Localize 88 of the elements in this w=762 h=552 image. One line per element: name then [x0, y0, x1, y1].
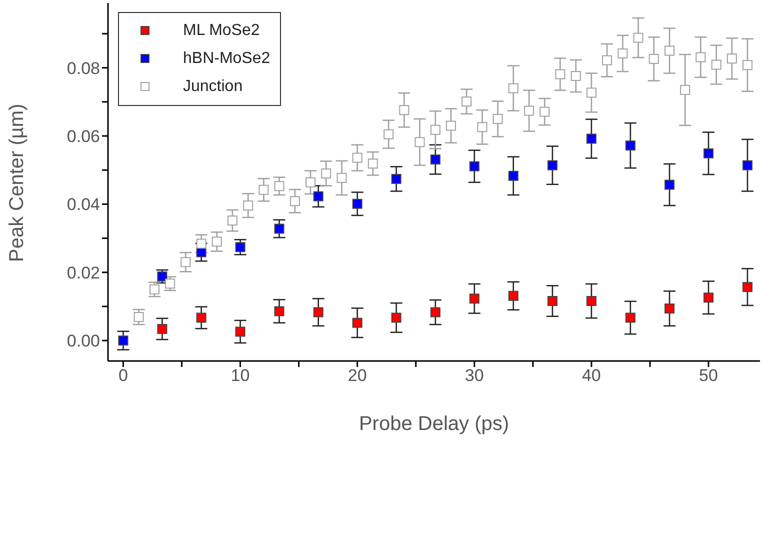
- point: [235, 242, 246, 252]
- point: [680, 84, 690, 95]
- point: [664, 180, 675, 190]
- point: [618, 48, 628, 58]
- point: [352, 318, 362, 328]
- y-tick-label: 0.04: [66, 195, 100, 214]
- point: [258, 184, 269, 195]
- point: [469, 294, 480, 304]
- point: [352, 198, 362, 209]
- point: [212, 236, 222, 247]
- y-tick-label: 0.08: [66, 58, 100, 78]
- point: [633, 32, 644, 43]
- point: [430, 154, 440, 164]
- point: [352, 152, 362, 163]
- point: [547, 160, 558, 170]
- point: [524, 106, 534, 116]
- y-tick-label: 0.00: [66, 332, 100, 351]
- point: [430, 307, 440, 318]
- point: [235, 326, 246, 337]
- point: [306, 177, 316, 188]
- x-tick-label: 30: [464, 366, 484, 386]
- point: [290, 196, 300, 206]
- point: [157, 324, 168, 334]
- y-tick-label: 0.06: [66, 127, 100, 146]
- point: [274, 306, 284, 316]
- x-tick-label: 20: [348, 366, 367, 386]
- point: [696, 52, 706, 62]
- point: [742, 160, 752, 170]
- y-axis-title: Peak Center (µm): [6, 104, 28, 262]
- point: [625, 140, 636, 151]
- x-axis-title: Probe Delay (ps): [358, 413, 510, 435]
- point: [586, 296, 596, 306]
- point: [540, 106, 550, 117]
- point: [508, 290, 518, 301]
- point: [703, 148, 714, 158]
- point: [313, 307, 324, 318]
- point: [313, 191, 324, 202]
- point: [274, 224, 284, 234]
- point: [469, 161, 480, 172]
- point: [399, 105, 410, 116]
- point: [711, 60, 722, 70]
- point: [391, 312, 402, 323]
- point: [477, 122, 488, 132]
- point: [555, 69, 566, 80]
- point: [118, 336, 128, 346]
- point: [196, 238, 206, 249]
- point: [742, 60, 752, 70]
- point: [508, 170, 518, 181]
- point: [134, 312, 144, 322]
- point: [462, 96, 472, 107]
- point: [648, 54, 659, 64]
- point: [157, 271, 168, 282]
- point: [664, 46, 675, 56]
- point: [586, 134, 596, 144]
- point: [602, 55, 612, 66]
- point: [508, 83, 518, 94]
- point: [446, 120, 456, 131]
- x-tick-label: 50: [699, 366, 718, 386]
- point: [430, 124, 440, 135]
- x-tick-label: 10: [230, 366, 250, 386]
- point: [664, 303, 675, 314]
- x-tick-label: 0: [118, 366, 128, 386]
- point: [274, 181, 284, 192]
- point: [384, 129, 394, 140]
- point: [703, 292, 714, 303]
- legend-label: hBN-MoSe2: [183, 50, 270, 68]
- point: [368, 158, 378, 169]
- point: [570, 70, 581, 81]
- point: [321, 168, 332, 178]
- point: [742, 282, 752, 292]
- point: [586, 88, 596, 98]
- point: [726, 54, 737, 64]
- x-tick-label: 40: [582, 366, 601, 386]
- point: [625, 312, 636, 323]
- point: [414, 137, 425, 148]
- point: [180, 257, 191, 268]
- point: [336, 172, 347, 183]
- y-tick-label: 0.02: [66, 263, 100, 282]
- legend-label: Junction: [183, 78, 243, 96]
- point: [243, 200, 254, 211]
- point: [547, 296, 558, 306]
- point: [149, 284, 160, 294]
- point: [165, 278, 176, 289]
- point: [492, 114, 503, 124]
- point: [391, 174, 402, 184]
- legend-label: ML MoSe2: [183, 22, 260, 40]
- point: [196, 312, 206, 323]
- point: [227, 216, 238, 226]
